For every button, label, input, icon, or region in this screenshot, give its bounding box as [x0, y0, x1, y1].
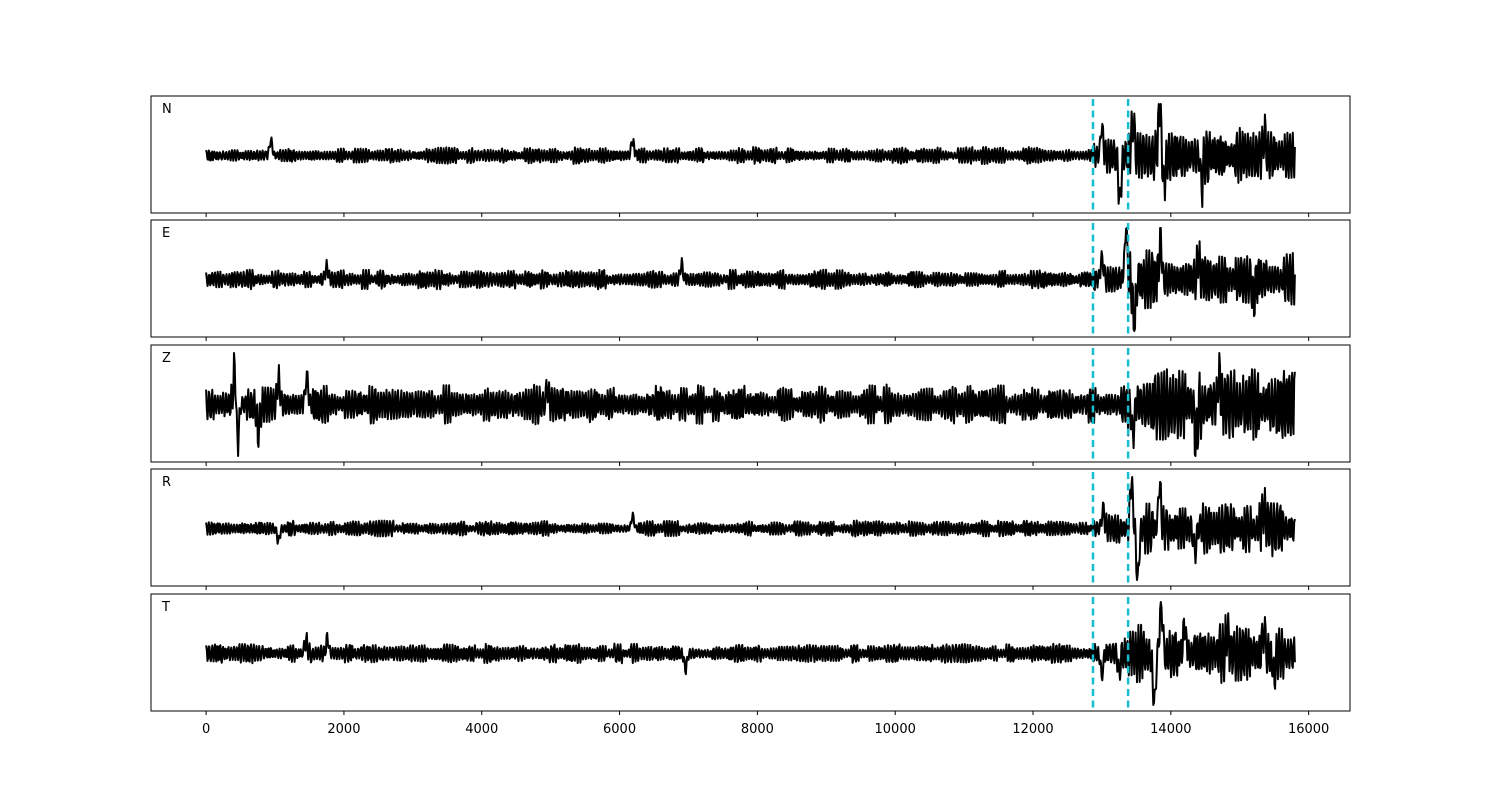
panel-label: Z: [162, 351, 171, 366]
panel-frame: [150, 344, 1351, 463]
waveform-z: [205, 352, 1296, 457]
x-tick-label: 16000: [1288, 722, 1329, 737]
panel-label: N: [162, 102, 172, 117]
waveform-r: [205, 476, 1296, 581]
panel-e: E: [150, 219, 1351, 341]
waveform-n: [205, 103, 1296, 208]
x-axis: 0 2000 4000 6000 8000 10000 12000 14000 16000: [202, 722, 1329, 737]
panel-frame: [150, 219, 1351, 338]
x-tick-label: 0: [202, 722, 210, 737]
panel-label: R: [162, 475, 171, 490]
x-tick-label: 4000: [465, 722, 498, 737]
waveform-t: [205, 601, 1296, 706]
panel-frame: [150, 593, 1351, 712]
waveform-e: [205, 227, 1296, 332]
panel-n: N: [150, 95, 1351, 217]
x-tick-label: 14000: [1150, 722, 1191, 737]
panel-r: R: [150, 468, 1351, 590]
panel-z: Z: [150, 344, 1351, 466]
x-tick-label: 12000: [1012, 722, 1053, 737]
x-tick-label: 6000: [603, 722, 636, 737]
panel-label: E: [162, 226, 170, 241]
panel-label: T: [161, 600, 170, 615]
panel-t: T: [150, 593, 1351, 715]
x-tick-label: 10000: [875, 722, 916, 737]
x-tick-label: 2000: [327, 722, 360, 737]
x-tick-label: 8000: [741, 722, 774, 737]
panels-group: N E Z R T: [150, 95, 1351, 715]
panel-frame: [150, 468, 1351, 587]
panel-frame: [150, 95, 1351, 214]
